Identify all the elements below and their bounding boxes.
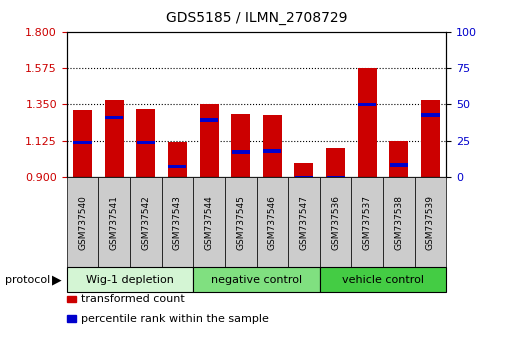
- Bar: [421, 101, 440, 177]
- Bar: [294, 163, 313, 177]
- Text: Wig-1 depletion: Wig-1 depletion: [86, 275, 174, 285]
- Text: GSM737537: GSM737537: [363, 195, 372, 250]
- Bar: [327, 176, 345, 179]
- Bar: [231, 114, 250, 177]
- Bar: [232, 150, 250, 154]
- Text: GSM737544: GSM737544: [205, 195, 213, 250]
- Text: GSM737538: GSM737538: [394, 195, 403, 250]
- Text: GSM737541: GSM737541: [110, 195, 119, 250]
- Bar: [263, 149, 281, 153]
- Bar: [295, 176, 313, 179]
- Text: ▶: ▶: [52, 273, 61, 286]
- Bar: [422, 113, 440, 117]
- Text: GDS5185 / ILMN_2708729: GDS5185 / ILMN_2708729: [166, 11, 347, 25]
- Bar: [105, 99, 124, 177]
- Bar: [358, 68, 377, 177]
- Bar: [105, 115, 123, 119]
- Bar: [73, 110, 92, 177]
- Text: GSM737542: GSM737542: [141, 195, 150, 250]
- Text: GSM737547: GSM737547: [300, 195, 308, 250]
- Bar: [263, 115, 282, 177]
- Bar: [136, 109, 155, 177]
- Text: vehicle control: vehicle control: [342, 275, 424, 285]
- Text: percentile rank within the sample: percentile rank within the sample: [81, 314, 269, 324]
- Bar: [200, 104, 219, 177]
- Text: GSM737545: GSM737545: [236, 195, 245, 250]
- Bar: [389, 141, 408, 177]
- Bar: [200, 118, 218, 121]
- Bar: [168, 142, 187, 177]
- Bar: [390, 163, 408, 167]
- Text: protocol: protocol: [5, 275, 50, 285]
- Bar: [358, 103, 376, 106]
- Bar: [168, 165, 186, 168]
- Text: GSM737543: GSM737543: [173, 195, 182, 250]
- Bar: [73, 141, 91, 144]
- Text: transformed count: transformed count: [81, 294, 185, 304]
- Bar: [326, 148, 345, 177]
- Text: GSM737536: GSM737536: [331, 195, 340, 250]
- Text: negative control: negative control: [211, 275, 302, 285]
- Text: GSM737539: GSM737539: [426, 195, 435, 250]
- Text: GSM737546: GSM737546: [268, 195, 277, 250]
- Bar: [137, 141, 155, 144]
- Text: GSM737540: GSM737540: [78, 195, 87, 250]
